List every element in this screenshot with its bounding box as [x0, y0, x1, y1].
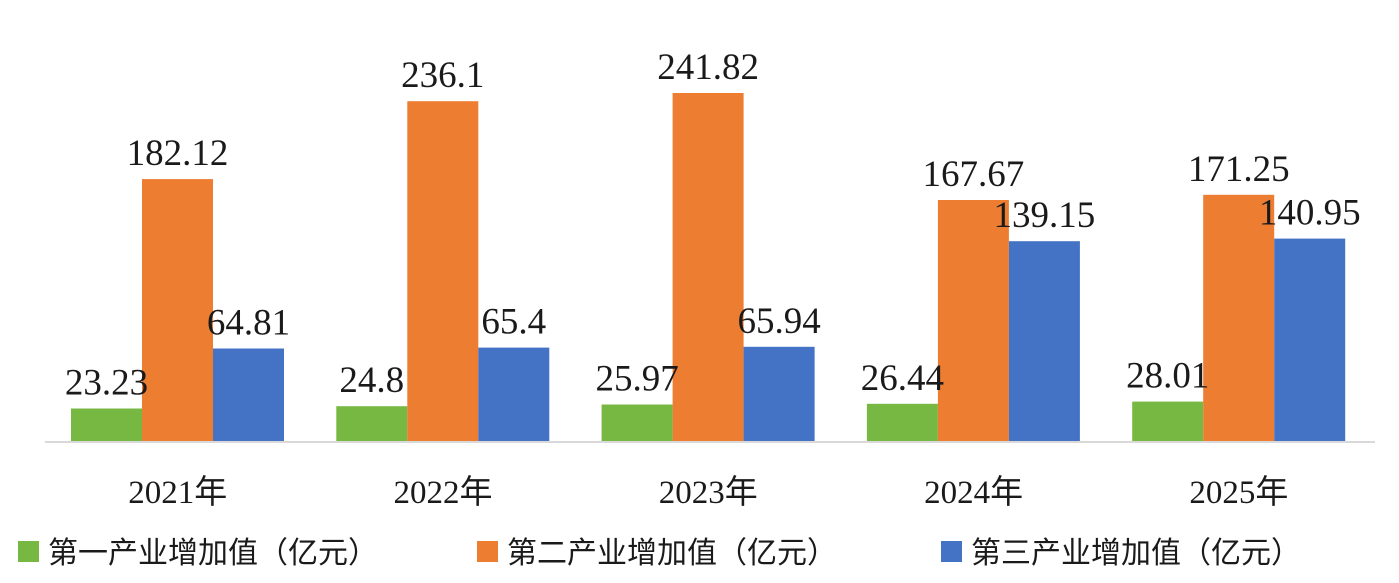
data-label-s2-2025年: 171.25 [1188, 149, 1290, 190]
data-label-s3-2025年: 140.95 [1259, 193, 1361, 234]
bar-s3-2025年 [1274, 238, 1346, 442]
data-label-s2-2024年: 167.67 [923, 154, 1025, 195]
data-label-s2-2021年: 182.12 [127, 133, 229, 174]
bar-s2-2021年 [142, 179, 213, 442]
x-tick-label: 2025年 [1189, 474, 1288, 511]
data-label-s1-2025年: 28.01 [1126, 356, 1209, 397]
bar-s1-2021年 [71, 408, 142, 442]
data-label-s1-2023年: 25.97 [595, 359, 678, 400]
data-labels-layer: 23.23 182.12 64.81 24.8 236.1 65.4 25.97 241.82… [65, 47, 1361, 404]
x-tick-label: 2021年 [128, 474, 227, 511]
bar-s1-2022年 [336, 406, 408, 442]
data-label-s1-2022年: 24.8 [339, 360, 404, 401]
data-label-s3-2024年: 139.15 [994, 195, 1096, 236]
x-tick-labels: 2021年 2022年 2023年 2024年 2025年 [128, 474, 1288, 511]
data-label-s3-2023年: 65.94 [737, 301, 820, 342]
legend-swatch-s3 [941, 541, 962, 562]
legend-label-s2: 第二产业增加值（亿元） [507, 536, 837, 571]
bar-s1-2024年 [866, 403, 938, 442]
bar-s2-2023年 [672, 93, 744, 442]
bar-s2-2022年 [407, 101, 479, 442]
legend-label-s1: 第一产业增加值（亿元） [48, 536, 378, 571]
x-tick-label: 2023年 [659, 474, 758, 511]
bar-s3-2024年 [1008, 241, 1080, 442]
legend-swatch-s2 [477, 541, 498, 562]
legend-swatch-s1 [18, 541, 39, 562]
bar-s3-2023年 [743, 346, 815, 442]
bar-s3-2022年 [478, 347, 550, 442]
legend: 第一产业增加值（亿元） 第二产业增加值（亿元） 第三产业增加值（亿元） [18, 536, 1301, 571]
bar-s1-2023年 [601, 404, 673, 442]
x-tick-label: 2022年 [394, 474, 493, 511]
data-label-s2-2022年: 236.1 [401, 55, 484, 96]
data-label-s2-2023年: 241.82 [657, 47, 759, 88]
data-label-s1-2021年: 23.23 [65, 363, 148, 404]
bar-s3-2021年 [213, 348, 284, 442]
x-tick-label: 2024年 [924, 474, 1023, 511]
data-label-s3-2021年: 64.81 [207, 303, 290, 344]
legend-label-s3: 第三产业增加值（亿元） [971, 536, 1301, 571]
data-label-s3-2022年: 65.4 [481, 302, 546, 343]
bars-layer [71, 93, 1346, 442]
bar-s2-2025年 [1203, 194, 1275, 442]
bar-s1-2025年 [1132, 401, 1204, 442]
bar-s2-2024年 [937, 200, 1009, 442]
data-label-s1-2024年: 26.44 [861, 358, 944, 399]
